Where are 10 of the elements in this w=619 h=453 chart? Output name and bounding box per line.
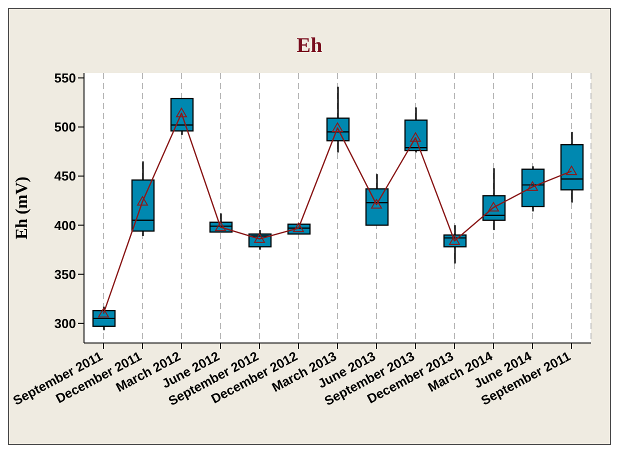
y-tick-label: 400 bbox=[54, 218, 76, 233]
y-tick-label: 550 bbox=[54, 70, 76, 86]
chart-title: Eh bbox=[296, 33, 324, 58]
y-tick-label: 300 bbox=[54, 316, 76, 331]
point bbox=[566, 166, 577, 176]
y-tick-label: 500 bbox=[54, 120, 76, 135]
y-tick-label: 350 bbox=[54, 266, 76, 282]
point bbox=[137, 196, 148, 206]
y-tick-label: 450 bbox=[54, 168, 76, 184]
y-axis-title: Eh (mV) bbox=[12, 176, 32, 240]
